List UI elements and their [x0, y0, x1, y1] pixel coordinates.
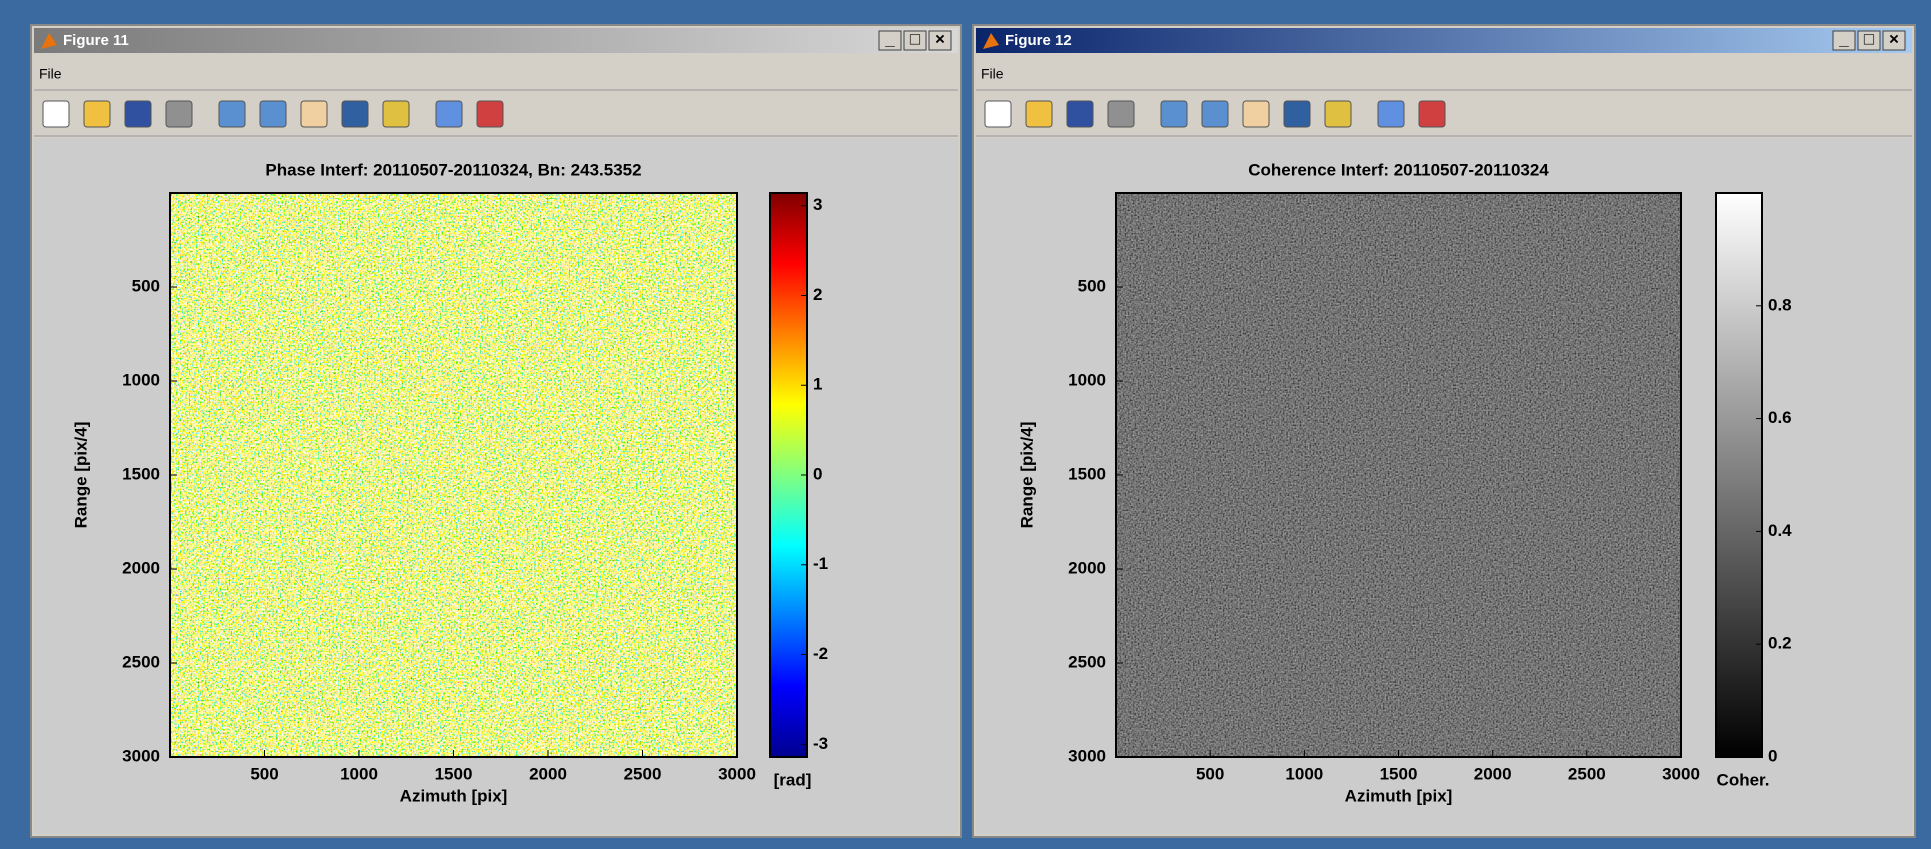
colorbar-tick-label: 2: [813, 285, 822, 304]
window-title: Figure 12: [1005, 32, 1072, 49]
colorbar-tick-label: 0.4: [1768, 521, 1792, 540]
colorbar-tick-label: 0.2: [1768, 634, 1792, 653]
x-tick-label: 1500: [435, 764, 473, 783]
toolbar-button[interactable]: [1419, 101, 1445, 127]
y-tick-label: 500: [132, 276, 160, 295]
x-tick-label: 500: [250, 764, 278, 783]
y-tick-label: 1500: [1068, 464, 1106, 483]
x-axis-label: Azimuth [pix]: [1345, 786, 1453, 805]
y-tick-label: 2000: [122, 558, 160, 577]
toolbar-button[interactable]: [1284, 101, 1310, 127]
x-tick-label: 2500: [624, 764, 662, 783]
plot-title: Coherence Interf: 20110507-20110324: [1248, 160, 1549, 179]
x-tick-label: 2000: [529, 764, 567, 783]
menu-item[interactable]: File: [981, 66, 1004, 82]
plot-title: Phase Interf: 20110507-20110324, Bn: 243…: [265, 160, 641, 179]
toolbar-button[interactable]: [1108, 101, 1134, 127]
x-axis-label: Azimuth [pix]: [400, 786, 508, 805]
window-button-glyph[interactable]: ×: [935, 29, 945, 48]
toolbar-button[interactable]: [383, 101, 409, 127]
toolbar-button[interactable]: [260, 101, 286, 127]
colorbar-tick-label: 1: [813, 375, 822, 394]
y-axis-label: Range [pix/4]: [71, 422, 90, 529]
toolbar-button[interactable]: [342, 101, 368, 127]
toolbar-button[interactable]: [477, 101, 503, 127]
toolbar-button[interactable]: [1325, 101, 1351, 127]
toolbar-button[interactable]: [84, 101, 110, 127]
toolbar-button[interactable]: [166, 101, 192, 127]
x-tick-label: 1000: [340, 764, 378, 783]
x-tick-label: 1000: [1285, 764, 1323, 783]
colorbar-tick-label: 0: [813, 464, 822, 483]
colorbar-tick-label: 0.6: [1768, 408, 1792, 427]
x-tick-label: 1500: [1380, 764, 1418, 783]
image: [170, 193, 737, 757]
title-bar: [976, 28, 1912, 53]
x-tick-label: 3000: [718, 764, 756, 783]
toolbar-button[interactable]: [985, 101, 1011, 127]
colorbar-label: Coher.: [1717, 770, 1770, 789]
image: [1116, 193, 1681, 757]
toolbar-button[interactable]: [219, 101, 245, 127]
y-tick-label: 1500: [122, 464, 160, 483]
toolbar-button[interactable]: [1243, 101, 1269, 127]
x-tick-label: 3000: [1662, 764, 1700, 783]
toolbar-button[interactable]: [1161, 101, 1187, 127]
toolbar-button[interactable]: [301, 101, 327, 127]
colorbar-tick-label: -2: [813, 644, 828, 663]
window-button-glyph[interactable]: ×: [1889, 29, 1899, 48]
y-tick-label: 2500: [122, 652, 160, 671]
title-bar: [34, 28, 958, 53]
window-button-glyph[interactable]: _: [884, 29, 895, 48]
toolbar-button[interactable]: [125, 101, 151, 127]
y-tick-label: 1000: [1068, 370, 1106, 389]
y-tick-label: 3000: [122, 746, 160, 765]
colorbar-tick-label: 3: [813, 195, 822, 214]
y-axis-label: Range [pix/4]: [1017, 422, 1036, 529]
y-tick-label: 500: [1078, 276, 1106, 295]
x-tick-label: 500: [1196, 764, 1224, 783]
window-button-glyph[interactable]: _: [1838, 29, 1849, 48]
toolbar-button[interactable]: [43, 101, 69, 127]
x-tick-label: 2000: [1474, 764, 1512, 783]
colorbar-tick-label: 0.8: [1768, 295, 1792, 314]
colorbar: [1716, 193, 1762, 757]
menu-item[interactable]: File: [39, 66, 62, 82]
window-button-glyph[interactable]: □: [910, 29, 920, 48]
y-tick-label: 1000: [122, 370, 160, 389]
y-tick-label: 2000: [1068, 558, 1106, 577]
x-tick-label: 2500: [1568, 764, 1606, 783]
y-tick-label: 3000: [1068, 746, 1106, 765]
toolbar-button[interactable]: [436, 101, 462, 127]
window-button-glyph[interactable]: □: [1864, 29, 1874, 48]
desktop: Figure 11 _ □ × File Figure 12 _ □ × File Phase In…: [0, 0, 1931, 849]
toolbar-button[interactable]: [1202, 101, 1228, 127]
toolbar-button[interactable]: [1067, 101, 1093, 127]
toolbar-button[interactable]: [1378, 101, 1404, 127]
colorbar-tick-label: -3: [813, 734, 828, 753]
window-title: Figure 11: [63, 32, 129, 49]
colorbar-label: [rad]: [774, 770, 812, 789]
colorbar-tick-label: -1: [813, 554, 828, 573]
toolbar-button[interactable]: [1026, 101, 1052, 127]
y-tick-label: 2500: [1068, 652, 1106, 671]
colorbar-tick-label: 0: [1768, 746, 1777, 765]
